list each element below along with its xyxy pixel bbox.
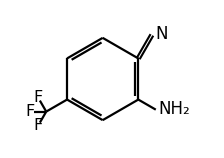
Text: NH₂: NH₂ — [158, 100, 190, 118]
Text: F: F — [34, 90, 43, 105]
Text: N: N — [155, 25, 168, 43]
Text: F: F — [34, 118, 43, 133]
Text: F: F — [26, 104, 35, 119]
